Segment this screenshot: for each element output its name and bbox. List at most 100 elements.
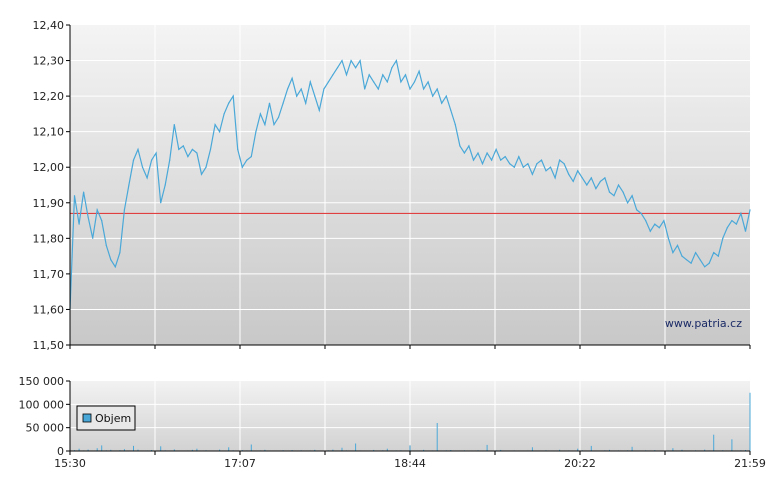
price-point xyxy=(341,60,343,62)
price-point xyxy=(581,177,583,179)
price-y-tick-label: 12,20 xyxy=(33,90,65,103)
price-point xyxy=(128,184,130,186)
price-point xyxy=(296,95,298,97)
price-point xyxy=(604,177,606,179)
price-point xyxy=(590,177,592,179)
price-y-tick-label: 11,90 xyxy=(33,197,65,210)
price-point xyxy=(191,148,193,150)
price-point xyxy=(250,156,252,158)
price-point xyxy=(645,220,647,222)
price-point xyxy=(459,145,461,147)
price-point xyxy=(708,262,710,264)
price-point xyxy=(572,180,574,182)
price-point xyxy=(468,145,470,147)
price-point xyxy=(486,152,488,154)
price-point xyxy=(173,124,175,126)
price-point xyxy=(631,195,633,197)
x-tick-label: 18:44 xyxy=(394,457,426,470)
price-point xyxy=(336,67,339,69)
price-point xyxy=(441,102,443,104)
price-y-tick-label: 11,80 xyxy=(33,232,65,245)
legend: Objem xyxy=(76,405,136,431)
price-point xyxy=(599,180,602,182)
legend-label: Objem xyxy=(95,412,131,425)
price-point xyxy=(563,163,565,165)
price-point xyxy=(658,227,660,229)
volume-y-tick-label: 100 000 xyxy=(19,398,65,411)
price-point xyxy=(83,191,85,193)
price-point xyxy=(554,177,556,179)
price-point xyxy=(400,81,402,83)
price-point xyxy=(268,102,271,104)
price-point xyxy=(110,259,112,261)
volume-panel: 150 000 100 000 50 000 0 15:30 17:07 18:44 20:… xyxy=(19,375,766,470)
price-point xyxy=(667,237,670,239)
x-tick-label: 17:07 xyxy=(224,457,256,470)
price-point xyxy=(355,67,357,69)
price-point xyxy=(377,88,379,90)
price-point xyxy=(87,216,89,218)
price-point xyxy=(726,227,728,229)
price-point xyxy=(685,259,688,261)
price-point xyxy=(749,209,751,211)
watermark: www.patria.cz xyxy=(665,317,742,330)
price-point xyxy=(622,191,624,193)
price-point xyxy=(735,223,738,225)
price-point xyxy=(219,131,221,133)
price-point xyxy=(386,81,388,83)
price-point xyxy=(536,163,538,165)
price-point xyxy=(155,152,157,154)
price-point xyxy=(101,220,103,222)
price-point xyxy=(500,159,502,161)
legend-swatch xyxy=(82,413,92,423)
price-point xyxy=(287,88,289,90)
price-point xyxy=(586,184,588,186)
price-y-tick-label: 12,30 xyxy=(33,55,65,68)
price-point xyxy=(454,124,456,126)
price-point xyxy=(73,195,76,197)
price-point xyxy=(368,74,370,76)
price-point xyxy=(568,173,570,175)
price-point xyxy=(187,156,189,158)
price-points xyxy=(69,60,751,310)
price-point xyxy=(491,159,493,161)
price-point xyxy=(255,131,257,133)
price-point xyxy=(241,166,243,168)
price-point xyxy=(413,81,416,83)
price-point xyxy=(740,212,742,214)
price-point xyxy=(427,81,429,83)
price-point xyxy=(690,262,692,264)
price-point xyxy=(237,148,239,150)
price-y-tick-label: 11,60 xyxy=(33,303,65,316)
price-point xyxy=(146,177,148,179)
price-point xyxy=(123,209,125,211)
price-point xyxy=(323,88,325,90)
price-point xyxy=(282,102,284,104)
price-point xyxy=(559,159,561,161)
price-point xyxy=(672,252,674,254)
price-point xyxy=(527,163,529,165)
price-point xyxy=(359,60,361,62)
price-point xyxy=(182,145,184,147)
price-point xyxy=(373,81,375,83)
price-point xyxy=(649,230,651,232)
price-point xyxy=(717,255,719,257)
price-point xyxy=(676,244,679,246)
price-point xyxy=(617,184,620,186)
price-point xyxy=(314,95,316,97)
price-point xyxy=(78,223,80,225)
x-tick-label: 20:22 xyxy=(564,457,596,470)
price-point xyxy=(137,148,139,150)
price-point xyxy=(232,95,234,97)
price-y-tick-label: 11,70 xyxy=(33,268,65,281)
price-point xyxy=(350,60,352,62)
price-point xyxy=(436,88,438,90)
price-point xyxy=(509,163,511,165)
price-point xyxy=(305,102,307,104)
price-point xyxy=(722,237,724,239)
legend-box xyxy=(76,405,136,431)
price-point xyxy=(681,255,683,257)
price-point xyxy=(518,156,520,158)
price-point xyxy=(209,148,212,150)
